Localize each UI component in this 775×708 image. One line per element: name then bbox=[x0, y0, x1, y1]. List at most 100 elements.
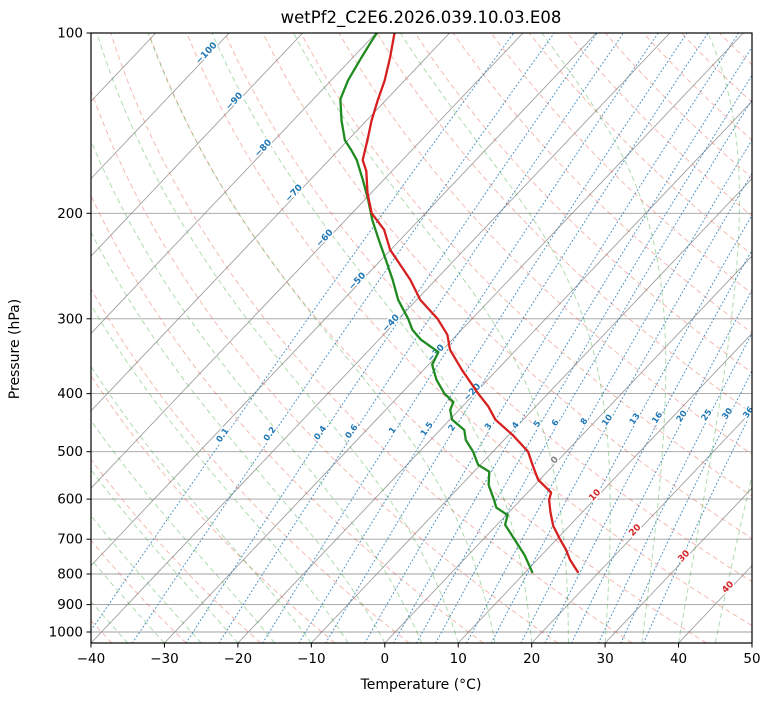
mixing-ratio-line bbox=[131, 33, 555, 643]
moist-adiabat-line bbox=[96, 33, 459, 643]
moist-adiabat-line bbox=[91, 231, 386, 643]
mixing-ratio-line bbox=[262, 33, 659, 643]
mixing-ratio-line bbox=[643, 409, 752, 643]
x-tick-label: 10 bbox=[450, 651, 467, 667]
isotherm-line bbox=[531, 410, 752, 643]
isotherm-label: 40 bbox=[720, 580, 736, 596]
isotherm-line bbox=[91, 33, 597, 567]
mixing-ratio-line bbox=[416, 74, 752, 643]
isotherm-label: 10 bbox=[587, 488, 603, 504]
dry-adiabat-line bbox=[414, 33, 752, 374]
y-tick-label: 400 bbox=[57, 386, 83, 402]
dry-adiabat-line bbox=[262, 33, 752, 539]
moist-adiabat-line bbox=[91, 514, 202, 643]
mixing-ratio-line bbox=[571, 289, 752, 643]
mixing-ratio-line bbox=[218, 33, 624, 643]
x-tick-label: −20 bbox=[224, 651, 253, 667]
y-tick-label: 600 bbox=[57, 492, 83, 508]
isotherm-line bbox=[237, 100, 752, 643]
dry-adiabat-line bbox=[110, 33, 633, 643]
y-tick-label: 800 bbox=[57, 567, 83, 583]
isotherm-line bbox=[384, 255, 752, 643]
isotherm-line bbox=[604, 487, 752, 643]
y-tick-label: 200 bbox=[57, 206, 83, 222]
isotherm-line bbox=[91, 33, 377, 335]
x-tick-label: 50 bbox=[743, 651, 760, 667]
isotherm-line bbox=[164, 33, 744, 643]
y-tick-label: 700 bbox=[57, 532, 83, 548]
dry-adiabat-line bbox=[91, 194, 484, 643]
dry-adiabat-line bbox=[338, 33, 752, 455]
x-tick-label: 30 bbox=[597, 651, 614, 667]
y-tick-label: 900 bbox=[57, 597, 83, 613]
mixing-ratio-label: 1 bbox=[387, 425, 399, 436]
x-axis-label: Temperature (°C) bbox=[360, 677, 482, 693]
x-tick-label: −10 bbox=[297, 651, 326, 667]
moist-adiabat-line bbox=[91, 468, 239, 643]
dry-adiabat-line bbox=[566, 33, 752, 217]
x-tick-label: 20 bbox=[523, 651, 540, 667]
isotherm-line bbox=[91, 33, 524, 489]
mixing-ratio-label: 0.6 bbox=[344, 423, 361, 441]
temperature-profile-line bbox=[361, 33, 579, 574]
y-tick-label: 300 bbox=[57, 311, 83, 327]
mixing-ratio-label: 0.2 bbox=[262, 425, 279, 443]
chart-title: wetPf2_C2E6.2026.039.10.03.E08 bbox=[281, 8, 562, 28]
isotherm-line bbox=[91, 33, 450, 412]
moist-adiabat-line bbox=[293, 33, 569, 643]
dry-adiabat-line bbox=[186, 33, 752, 627]
isotherm-label: −100 bbox=[194, 41, 219, 67]
moist-adiabat-line bbox=[541, 33, 667, 643]
moist-adiabat-line bbox=[91, 139, 422, 643]
y-axis-label: Pressure (hPa) bbox=[7, 299, 23, 399]
isotherm-label: −60 bbox=[315, 228, 336, 249]
isotherm-label: 0 bbox=[549, 455, 561, 466]
dry-adiabat-line bbox=[452, 33, 752, 334]
x-tick-label: −30 bbox=[150, 651, 179, 667]
plot-area: 0.1 0.2 0.4 0.6 1 1.5 2 3 4 5 6 8 10 13 16 20 25 30 36−100… bbox=[91, 33, 775, 643]
isotherm-label: −80 bbox=[253, 138, 274, 159]
moist-adiabat-line bbox=[91, 303, 349, 643]
x-tick-label: 0 bbox=[380, 651, 389, 667]
moist-adiabat-line bbox=[678, 33, 740, 643]
mixing-ratio-label: 30 bbox=[720, 406, 735, 421]
dry-adiabat-line bbox=[224, 33, 752, 583]
mixing-ratio-line bbox=[544, 249, 752, 643]
isotherm-label: 30 bbox=[676, 549, 692, 565]
isotherm-line bbox=[310, 177, 752, 643]
isotherm-line bbox=[91, 33, 304, 257]
dry-adiabat-line bbox=[300, 33, 752, 497]
dry-adiabat-line bbox=[490, 33, 752, 295]
isotherm-label: −90 bbox=[224, 91, 245, 112]
moist-adiabat-line bbox=[147, 33, 496, 643]
isotherm-line bbox=[91, 33, 230, 180]
mixing-ratio-label: 1.5 bbox=[419, 420, 436, 438]
dry-adiabat-line bbox=[91, 539, 187, 643]
isotherm-label: 20 bbox=[628, 523, 644, 539]
moist-adiabat-line bbox=[91, 558, 165, 643]
mixing-ratio-label: 36 bbox=[741, 405, 756, 420]
dewpoint-profile-line bbox=[339, 33, 534, 574]
mixing-ratio-line bbox=[364, 33, 740, 643]
isotherm-line bbox=[91, 33, 157, 102]
dry-adiabat-line bbox=[91, 287, 410, 643]
isotherm-label: −70 bbox=[284, 183, 305, 204]
dry-adiabat-line bbox=[148, 33, 707, 643]
mixing-ratio-line bbox=[466, 138, 752, 643]
mixing-ratio-label: 0.1 bbox=[215, 426, 232, 444]
mixing-ratio-line bbox=[520, 213, 752, 643]
dry-adiabat-line bbox=[758, 33, 775, 643]
dry-adiabat-line bbox=[604, 33, 752, 179]
dry-adiabat-line bbox=[681, 33, 752, 103]
moist-adiabat-line bbox=[91, 365, 312, 643]
x-tick-label: 40 bbox=[670, 651, 687, 667]
mixing-ratio-line bbox=[185, 33, 598, 643]
y-tick-label: 500 bbox=[57, 444, 83, 460]
x-tick-label: −40 bbox=[77, 651, 106, 667]
plot-border bbox=[90, 32, 753, 644]
mixing-ratio-line bbox=[490, 172, 752, 643]
mixing-ratio-line bbox=[435, 98, 752, 643]
y-tick-label: 1000 bbox=[49, 625, 83, 641]
dry-adiabat-line bbox=[642, 33, 752, 141]
